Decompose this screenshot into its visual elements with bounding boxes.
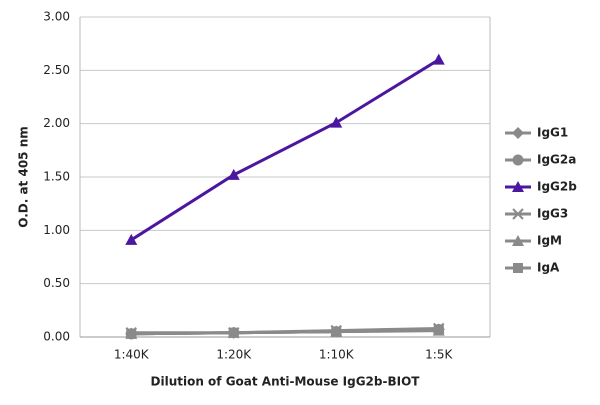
y-tick-label: 1.00 <box>43 223 70 237</box>
legend-marker <box>512 181 524 192</box>
legend-marker <box>512 127 524 139</box>
legend-label: IgM <box>537 234 562 248</box>
legend-marker <box>512 235 524 246</box>
legend-marker <box>512 154 524 166</box>
x-tick-label: 1:40K <box>114 348 150 362</box>
legend-marker <box>512 208 524 220</box>
data-point <box>330 116 343 128</box>
x-tick-label: 1:5K <box>425 348 453 362</box>
y-tick-label: 0.50 <box>43 276 70 290</box>
data-point <box>227 168 240 180</box>
y-tick-label: 1.50 <box>43 170 70 184</box>
data-point <box>228 327 239 338</box>
series-line <box>130 58 440 242</box>
data-point <box>432 53 445 65</box>
y-tick-label: 2.00 <box>43 116 70 130</box>
legend-label: IgG2a <box>537 153 576 167</box>
data-point <box>125 233 138 245</box>
data-point <box>433 324 444 335</box>
data-point <box>126 328 137 339</box>
series-line <box>131 328 439 336</box>
legend-label: IgG3 <box>537 207 568 221</box>
data-point <box>331 326 342 337</box>
x-tick-label: 1:20K <box>216 348 252 362</box>
legend-label: IgG2b <box>537 180 577 194</box>
legend-marker <box>513 263 523 273</box>
y-tick-label: 3.00 <box>43 10 70 24</box>
x-tick-label: 1:10K <box>319 348 355 362</box>
y-tick-label: 2.50 <box>43 63 70 77</box>
y-axis-title: O.D. at 405 nm <box>17 126 31 227</box>
legend-label: IgG1 <box>537 126 568 140</box>
y-tick-label: 0.00 <box>43 330 70 344</box>
x-axis-title: Dilution of Goat Anti-Mouse IgG2b-BIOT <box>151 375 421 389</box>
legend-label: IgA <box>537 261 560 275</box>
